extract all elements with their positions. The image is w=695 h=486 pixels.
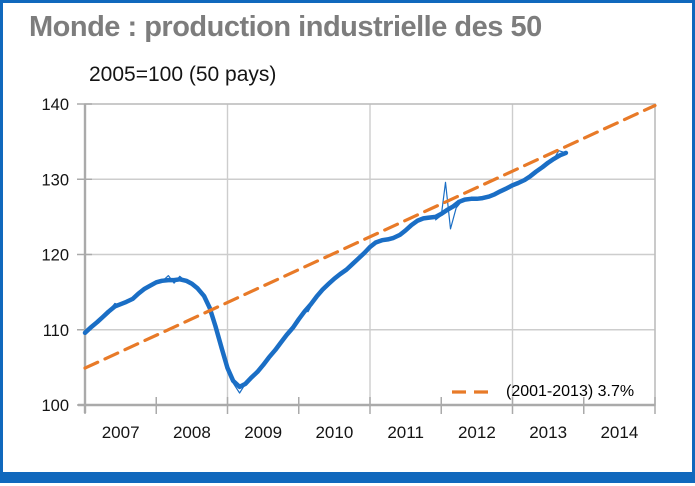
chart-subtitle: 2005=100 (50 pays) xyxy=(89,63,277,86)
x-axis-label: 2011 xyxy=(387,423,424,442)
y-axis-label: 100 xyxy=(41,397,69,415)
x-axis-label: 2012 xyxy=(458,423,496,442)
chart-plot: 100 110 120 130 140 2007 2008 2009 2010 2011 2012 2… xyxy=(41,96,657,442)
x-axis-label: 2010 xyxy=(315,423,353,442)
legend-label: (2001-2013) 3.7% xyxy=(506,383,635,400)
trend-line xyxy=(83,103,657,370)
x-axis-label: 2007 xyxy=(102,423,140,442)
main-series-line xyxy=(82,150,569,390)
y-axis-label: 130 xyxy=(41,171,69,189)
monthly-series-line xyxy=(161,275,187,284)
monthly-series-line xyxy=(435,181,463,230)
legend: (2001-2013) 3.7% xyxy=(451,383,634,401)
bottom-accent-bar xyxy=(3,472,692,480)
y-axis-label: 140 xyxy=(41,96,69,114)
x-axis-label: 2013 xyxy=(529,423,567,442)
y-axis-label: 120 xyxy=(41,247,69,265)
x-axis-label: 2014 xyxy=(600,423,638,442)
legend-trend-dash-icon xyxy=(452,390,496,394)
x-axis-label: 2009 xyxy=(244,423,282,442)
x-axis-label: 2008 xyxy=(173,423,211,442)
monthly-series-line xyxy=(226,367,246,394)
monthly-series-line xyxy=(292,296,318,329)
chart-title: Monde : production industrielle des 50 xyxy=(29,11,542,43)
y-axis-label: 110 xyxy=(43,322,69,340)
monthly-series-line xyxy=(107,298,134,313)
